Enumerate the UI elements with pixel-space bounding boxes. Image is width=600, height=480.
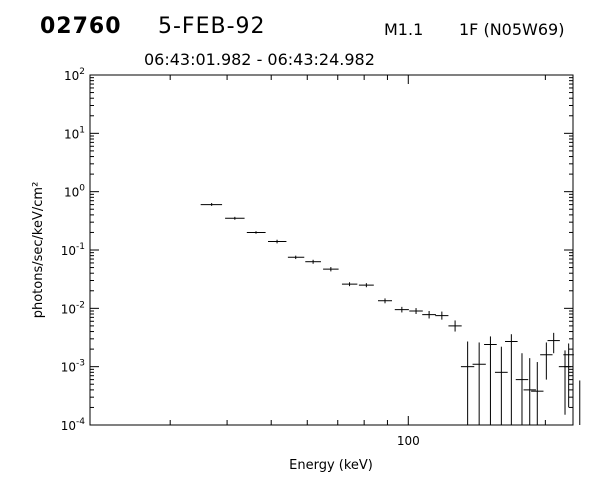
data-point (484, 336, 497, 425)
data-point (246, 231, 266, 234)
data-point (547, 332, 560, 354)
data-point (435, 311, 449, 320)
event-id: 02760 (40, 14, 122, 39)
data-point (460, 341, 475, 425)
x-tick-label: 100 (397, 434, 420, 448)
data-point (540, 342, 553, 380)
data-point (305, 259, 321, 264)
data-point (341, 282, 358, 287)
data-point (287, 255, 305, 260)
data-point (225, 216, 245, 220)
y-tick-label: 10-2 (61, 300, 85, 316)
goes-class: M1.1 (384, 20, 424, 39)
y-tick-label: 101 (64, 125, 85, 141)
y-tick-label: 100 (64, 184, 85, 200)
data-point (377, 298, 393, 304)
data-point (505, 334, 518, 425)
time-range: 06:43:01.982 - 06:43:24.982 (144, 50, 375, 69)
data-point (563, 343, 574, 408)
y-tick-label: 102 (64, 67, 85, 83)
data-point (422, 311, 436, 319)
data-point (494, 346, 508, 425)
data-point (531, 362, 544, 425)
event-date: 5-FEB-92 (158, 14, 266, 39)
data-point (558, 350, 572, 415)
y-tick-label: 10-1 (61, 242, 85, 258)
optical-flare-location: 1F (N05W69) (459, 20, 565, 39)
y-tick-label: 10-3 (61, 359, 85, 375)
data-point (268, 239, 287, 244)
data-point (323, 267, 339, 272)
y-axis-label: photons/sec/keV/cm² (31, 182, 46, 319)
data-point (409, 308, 423, 314)
data-point (472, 342, 486, 425)
data-point (394, 306, 409, 313)
data-point (448, 320, 462, 332)
x-tick-labels: 100 (397, 434, 420, 448)
x-axis-label: Energy (keV) (289, 458, 373, 473)
data-points (200, 202, 581, 425)
y-tick-labels: 10-4 10-3 10-2 10-1 100 101 102 (61, 67, 86, 433)
data-point (515, 353, 529, 425)
axis-ticks (90, 74, 573, 426)
data-point (523, 358, 536, 425)
data-point (200, 202, 223, 206)
data-point (358, 283, 374, 288)
y-tick-label: 10-4 (61, 417, 86, 433)
